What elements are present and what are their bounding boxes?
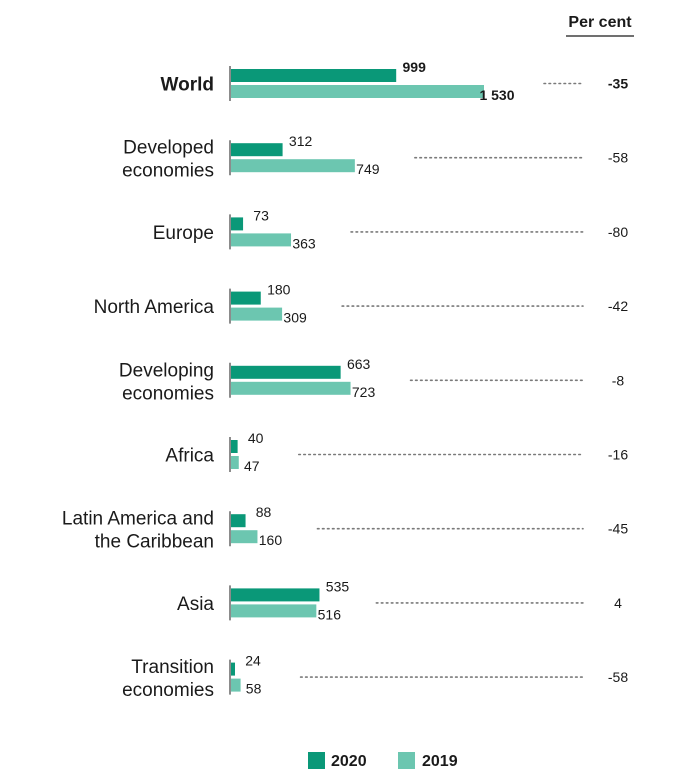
bar-2020-asia <box>231 588 320 602</box>
bar-2020-transition-economies <box>231 662 235 676</box>
value-label-2019-developing-economies: 723 <box>352 384 376 400</box>
category-label-asia: Asia <box>177 594 214 615</box>
bar-2020-north-america <box>231 291 261 305</box>
value-label-2020-developing-economies: 663 <box>347 356 371 372</box>
bar-2019-europe <box>231 233 292 247</box>
value-label-2020-latin-america-and-the-caribbean: 88 <box>256 504 272 520</box>
value-label-2020-world: 999 <box>403 59 427 75</box>
category-label-europe: Europe <box>153 223 214 244</box>
bar-2019-latin-america-and-the-caribbean <box>231 530 258 544</box>
per-cent-header: Per cent <box>568 14 632 31</box>
value-label-2019-developed-economies: 749 <box>356 161 380 177</box>
percent-change-world: -35 <box>608 76 628 92</box>
bar-2020-europe <box>231 217 244 231</box>
value-label-2019-north-america: 309 <box>283 310 307 326</box>
value-label-2019-asia: 516 <box>318 606 342 622</box>
legend-swatch-2019 <box>398 752 415 769</box>
value-label-2020-transition-economies: 24 <box>245 653 261 669</box>
legend-label-2019: 2019 <box>422 753 458 770</box>
value-label-2020-africa: 40 <box>248 430 264 446</box>
bar-2019-transition-economies <box>231 678 241 692</box>
category-label-developed-economies: economies <box>122 161 214 182</box>
category-label-developing-economies: economies <box>122 383 214 404</box>
percent-change-europe: -80 <box>608 224 628 240</box>
category-label-world: World <box>161 75 214 96</box>
category-label-transition-economies: Transition <box>131 657 214 678</box>
category-label-developed-economies: Developed <box>123 138 214 159</box>
bar-2020-developed-economies <box>231 143 283 157</box>
value-label-2019-transition-economies: 58 <box>246 681 262 697</box>
legend: 2020 2019 <box>308 752 458 770</box>
value-label-2020-developed-economies: 312 <box>289 133 313 149</box>
value-label-2019-world: 1 530 <box>479 87 514 103</box>
percent-change-north-america: -42 <box>608 298 628 314</box>
percent-change-latin-america-and-the-caribbean: -45 <box>608 521 628 537</box>
legend-label-2020: 2020 <box>331 753 367 770</box>
bar-2019-africa <box>231 456 239 469</box>
bar-2019-asia <box>231 604 317 618</box>
value-label-2019-europe: 363 <box>292 235 316 251</box>
bar-2019-world <box>231 85 484 98</box>
value-label-2020-asia: 535 <box>326 578 350 594</box>
value-label-2019-latin-america-and-the-caribbean: 160 <box>259 532 283 548</box>
percent-change-asia: 4 <box>614 595 622 611</box>
percent-change-developing-economies: -8 <box>612 372 625 388</box>
bar-2020-africa <box>231 440 238 453</box>
percent-change-africa: -16 <box>608 447 628 463</box>
bar-2019-developing-economies <box>231 381 351 395</box>
bar-2019-north-america <box>231 307 283 321</box>
value-label-2020-europe: 73 <box>253 207 269 223</box>
bar-2020-world <box>231 69 397 82</box>
value-label-2019-africa: 47 <box>244 458 260 474</box>
bar-2019-developed-economies <box>231 159 355 173</box>
category-label-africa: Africa <box>165 446 214 467</box>
legend-swatch-2020 <box>308 752 325 769</box>
category-label-developing-economies: Developing <box>119 360 214 381</box>
percent-change-transition-economies: -58 <box>608 669 628 685</box>
category-label-transition-economies: economies <box>122 680 214 701</box>
bar-2020-developing-economies <box>231 365 341 379</box>
category-label-latin-america-and-the-caribbean: Latin America and <box>62 509 214 530</box>
bar-2020-latin-america-and-the-caribbean <box>231 514 246 528</box>
value-label-2020-north-america: 180 <box>267 282 291 298</box>
category-label-latin-america-and-the-caribbean: the Caribbean <box>95 532 214 553</box>
category-label-north-america: North America <box>94 297 215 318</box>
percent-change-developed-economies: -58 <box>608 150 628 166</box>
